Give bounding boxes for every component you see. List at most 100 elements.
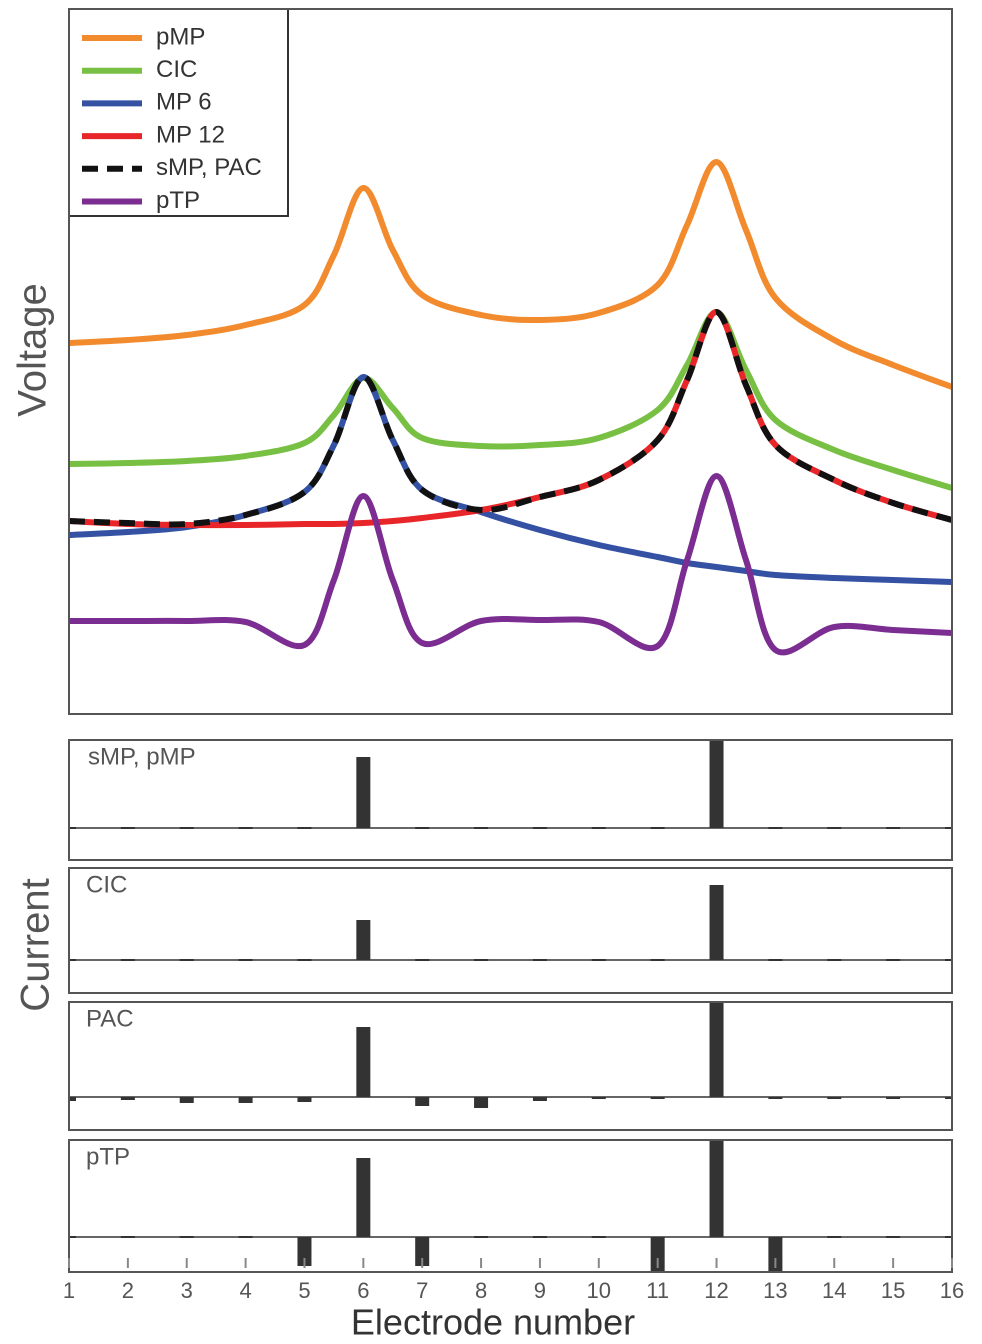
panel-frame <box>68 739 953 861</box>
bar <box>886 959 901 961</box>
plot-area <box>69 740 952 829</box>
bar <box>886 827 901 829</box>
bar <box>591 959 606 961</box>
legend-label: CIC <box>156 56 197 83</box>
bar <box>532 1097 547 1101</box>
bar <box>415 827 430 829</box>
bar <box>69 1097 76 1101</box>
panel-title: PAC <box>86 1005 134 1032</box>
bar <box>297 959 312 961</box>
plot-area <box>69 159 952 656</box>
panel-frame <box>68 1001 953 1131</box>
bar <box>827 1097 842 1099</box>
bar <box>709 1002 724 1097</box>
bar <box>120 1097 135 1100</box>
bar <box>356 757 371 828</box>
x-tick-label: 7 <box>416 1278 428 1303</box>
x-tick-label: 4 <box>239 1278 251 1303</box>
bar <box>474 1097 489 1108</box>
y-axis-label: Current <box>14 878 58 1011</box>
bar <box>532 959 547 961</box>
bar <box>179 959 194 961</box>
panel-title: pTP <box>86 1143 130 1170</box>
x-tick-label: 13 <box>763 1278 787 1303</box>
bar <box>650 827 665 829</box>
plot-area <box>69 1140 952 1272</box>
x-tick-label: 11 <box>646 1278 669 1303</box>
bar <box>179 827 194 829</box>
bar <box>474 1236 489 1238</box>
x-tick-label: 2 <box>122 1278 134 1303</box>
bar <box>591 1097 606 1099</box>
bar <box>297 827 312 829</box>
legend-label: MP 12 <box>156 121 225 148</box>
bar <box>69 827 76 829</box>
x-axis-label: Electrode number <box>351 1302 635 1343</box>
x-tick-label: 12 <box>704 1278 728 1303</box>
bar <box>120 959 135 961</box>
line-series <box>69 374 952 585</box>
bar <box>768 1097 783 1099</box>
bar <box>827 959 842 961</box>
bar <box>356 1027 371 1097</box>
x-tick-label: 14 <box>822 1278 846 1303</box>
bar <box>415 959 430 961</box>
panel-frame <box>68 1139 953 1273</box>
bar <box>238 827 253 829</box>
panel-frame <box>68 8 953 715</box>
legend-label: MP 6 <box>156 89 212 116</box>
bar <box>356 1158 371 1237</box>
bar <box>474 827 489 829</box>
bar <box>532 1236 547 1238</box>
bar <box>827 1236 842 1238</box>
bar <box>945 827 952 829</box>
line-series <box>69 309 952 491</box>
bar <box>238 959 253 961</box>
bar <box>650 1237 665 1272</box>
bar <box>768 959 783 961</box>
bar <box>474 959 489 961</box>
bar <box>415 1237 430 1266</box>
bar <box>709 885 724 960</box>
bar <box>238 1097 253 1103</box>
panel-frame <box>68 867 953 994</box>
bar <box>650 1097 665 1099</box>
x-tick-label: 3 <box>181 1278 193 1303</box>
bar <box>768 1237 783 1272</box>
x-tick-label: 5 <box>298 1278 310 1303</box>
bar <box>120 827 135 829</box>
plot-area <box>69 1002 952 1108</box>
line-series <box>69 159 952 390</box>
bar <box>179 1097 194 1103</box>
bar <box>709 1140 724 1237</box>
bar <box>120 1236 135 1238</box>
bar <box>591 827 606 829</box>
x-tick-label: 8 <box>475 1278 487 1303</box>
bar <box>69 1236 76 1238</box>
legend: pMP CIC MP 6 MP 12 sMP, PAC pTP <box>68 8 289 217</box>
line-series <box>69 309 952 528</box>
bar <box>945 1236 952 1238</box>
bar <box>886 1236 901 1238</box>
panel-title: sMP, pMP <box>88 743 196 770</box>
x-tick-label: 16 <box>940 1278 964 1303</box>
bar <box>415 1097 430 1106</box>
bar <box>709 740 724 828</box>
x-tick-label: 15 <box>881 1278 905 1303</box>
legend-label: sMP, PAC <box>156 154 262 181</box>
plot-area <box>69 885 952 961</box>
panel-title: CIC <box>86 871 127 898</box>
bar <box>591 1236 606 1238</box>
bar <box>768 827 783 829</box>
legend-label: pTP <box>156 187 200 214</box>
bar <box>827 827 842 829</box>
bar <box>945 959 952 961</box>
legend-label: pMP <box>156 23 205 50</box>
x-tick-label: 6 <box>357 1278 369 1303</box>
bar <box>532 827 547 829</box>
bar <box>650 959 665 961</box>
bar <box>297 1237 312 1266</box>
bar <box>886 1097 901 1099</box>
